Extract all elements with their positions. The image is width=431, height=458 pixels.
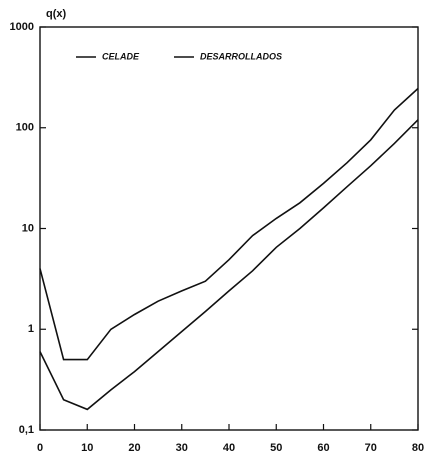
x-tick-label: 50 bbox=[270, 442, 282, 454]
y-tick-label: 10 bbox=[22, 222, 34, 234]
x-tick-label: 40 bbox=[223, 442, 235, 454]
x-tick-label: 80 bbox=[412, 442, 424, 454]
x-tick-label: 30 bbox=[176, 442, 188, 454]
series-line bbox=[39, 119, 419, 411]
y-tick-label: 1 bbox=[28, 323, 34, 335]
x-tick-label: 60 bbox=[317, 442, 329, 454]
legend-label: CELADE bbox=[102, 51, 140, 61]
legend-label: DESARROLLADOS bbox=[200, 51, 282, 61]
y-axis-label: q(x) bbox=[46, 8, 67, 20]
x-tick-label: 20 bbox=[128, 442, 140, 454]
y-tick-label: 1000 bbox=[10, 21, 34, 33]
plot-frame bbox=[39, 26, 419, 431]
x-tick-label: 10 bbox=[81, 442, 93, 454]
x-tick-label: 0 bbox=[37, 442, 43, 454]
series-line bbox=[39, 87, 419, 361]
y-tick-label: 100 bbox=[16, 122, 34, 134]
y-tick-label: 0,1 bbox=[19, 424, 34, 436]
x-tick-label: 70 bbox=[365, 442, 377, 454]
